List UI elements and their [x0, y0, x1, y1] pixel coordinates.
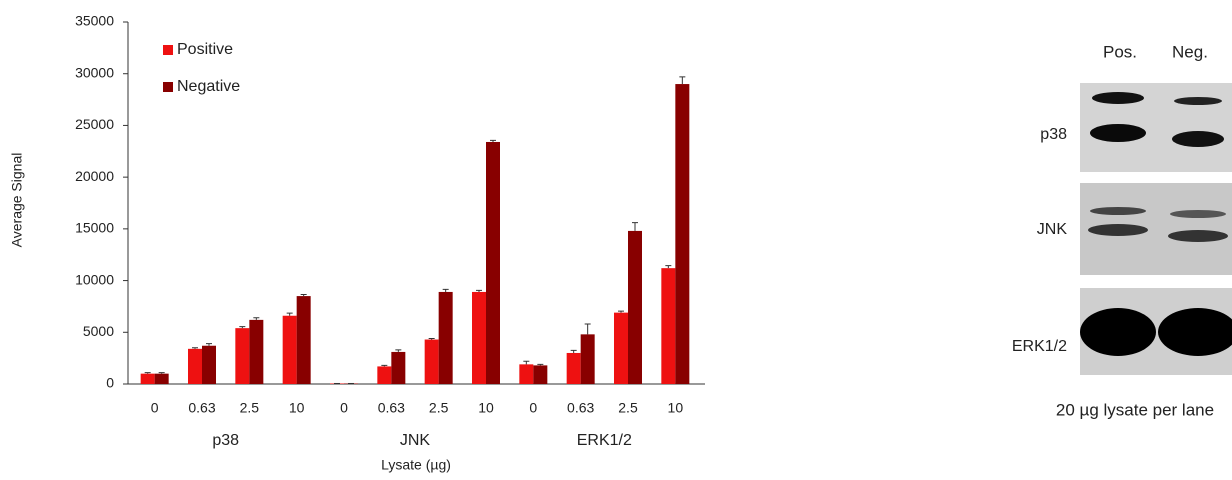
error-bar [618, 310, 624, 313]
blot-band [1088, 224, 1148, 236]
x-tick-label: 0.63 [567, 400, 594, 416]
error-bar [381, 364, 388, 367]
x-tick-label: 0 [151, 400, 159, 416]
error-bar [395, 349, 402, 352]
error-bar [523, 360, 530, 365]
bar [533, 365, 548, 384]
legend-label: Positive [177, 41, 233, 58]
blot-lane-label: Neg. [1172, 42, 1208, 61]
bar [661, 268, 676, 384]
x-tick-label: 2.5 [618, 400, 638, 416]
bar [188, 348, 202, 384]
bar [296, 296, 311, 384]
legend-label: Negative [177, 78, 240, 95]
blot-row-label: p38 [1040, 126, 1067, 143]
error-bar [570, 349, 577, 353]
blot-band [1174, 97, 1222, 105]
error-bar [679, 76, 686, 85]
y-tick-label: 20000 [75, 168, 114, 184]
y-tick-label: 35000 [75, 13, 114, 29]
y-tick-label: 0 [106, 375, 114, 391]
blot-lane-label: Pos. [1103, 42, 1137, 61]
error-bar [632, 222, 638, 231]
blot: Pos. Neg. p38 JNK ERK1/2 20 µg lysate pe… [1012, 42, 1232, 419]
error-bar [537, 363, 544, 366]
bar [235, 328, 250, 384]
group-label: ERK1/2 [577, 432, 632, 449]
y-tick-label: 15000 [75, 220, 114, 236]
x-tick-label: 0.63 [188, 400, 215, 416]
group-label: p38 [212, 432, 239, 449]
error-bar [300, 294, 307, 297]
bar [614, 312, 628, 384]
x-tick-label: 2.5 [240, 400, 260, 416]
bar [519, 364, 534, 384]
y-tick-label: 30000 [75, 64, 114, 80]
error-bar [253, 317, 260, 320]
bar [438, 291, 453, 384]
error-bar [239, 326, 246, 329]
legend-swatch [163, 45, 173, 55]
error-bar [442, 288, 449, 292]
y-axis-label: Average Signal [9, 153, 25, 248]
bar [202, 345, 216, 384]
bar [566, 352, 581, 384]
x-tick-label: 10 [478, 400, 494, 416]
x-axis-label: Lysate (µg) [381, 457, 451, 473]
blot-band [1080, 308, 1156, 356]
bar [472, 291, 486, 384]
error-bar [144, 372, 151, 374]
blot-band [1172, 131, 1224, 147]
blot-caption: 20 µg lysate per lane [1056, 400, 1214, 419]
x-tick-label: 10 [668, 400, 684, 416]
bar [377, 366, 392, 384]
error-bar [192, 347, 198, 349]
bar [391, 351, 406, 384]
bar [486, 141, 500, 384]
blot-band [1158, 308, 1232, 356]
x-tick-label: 0.63 [378, 400, 405, 416]
bar [282, 315, 297, 384]
error-bar [158, 372, 165, 374]
error-bar [476, 289, 482, 292]
bar [580, 334, 595, 384]
y-tick-label: 25000 [75, 116, 114, 132]
bar [140, 373, 155, 384]
blot-band [1092, 92, 1144, 104]
error-bar [490, 139, 496, 142]
y-tick-label: 5000 [83, 323, 114, 339]
x-tick-label: 0 [529, 400, 537, 416]
blot-band [1090, 207, 1146, 215]
bar [249, 319, 264, 384]
bar [424, 339, 439, 384]
y-tick-label: 10000 [75, 271, 114, 287]
x-tick-label: 2.5 [429, 400, 449, 416]
error-bar [428, 337, 435, 340]
blot-band [1090, 124, 1146, 142]
x-tick-label: 0 [340, 400, 348, 416]
error-bar [584, 323, 591, 335]
bar [154, 373, 169, 384]
blot-row-label: ERK1/2 [1012, 338, 1067, 355]
bar [628, 230, 642, 384]
legend-swatch [163, 82, 173, 92]
group-label: JNK [400, 432, 431, 449]
blot-band [1170, 210, 1226, 218]
error-bar [286, 312, 293, 316]
bar [675, 84, 690, 385]
blot-band [1168, 230, 1228, 242]
error-bar [665, 265, 672, 269]
blot-row-label: JNK [1037, 221, 1068, 238]
x-tick-label: 10 [289, 400, 305, 416]
error-bar [206, 343, 212, 346]
